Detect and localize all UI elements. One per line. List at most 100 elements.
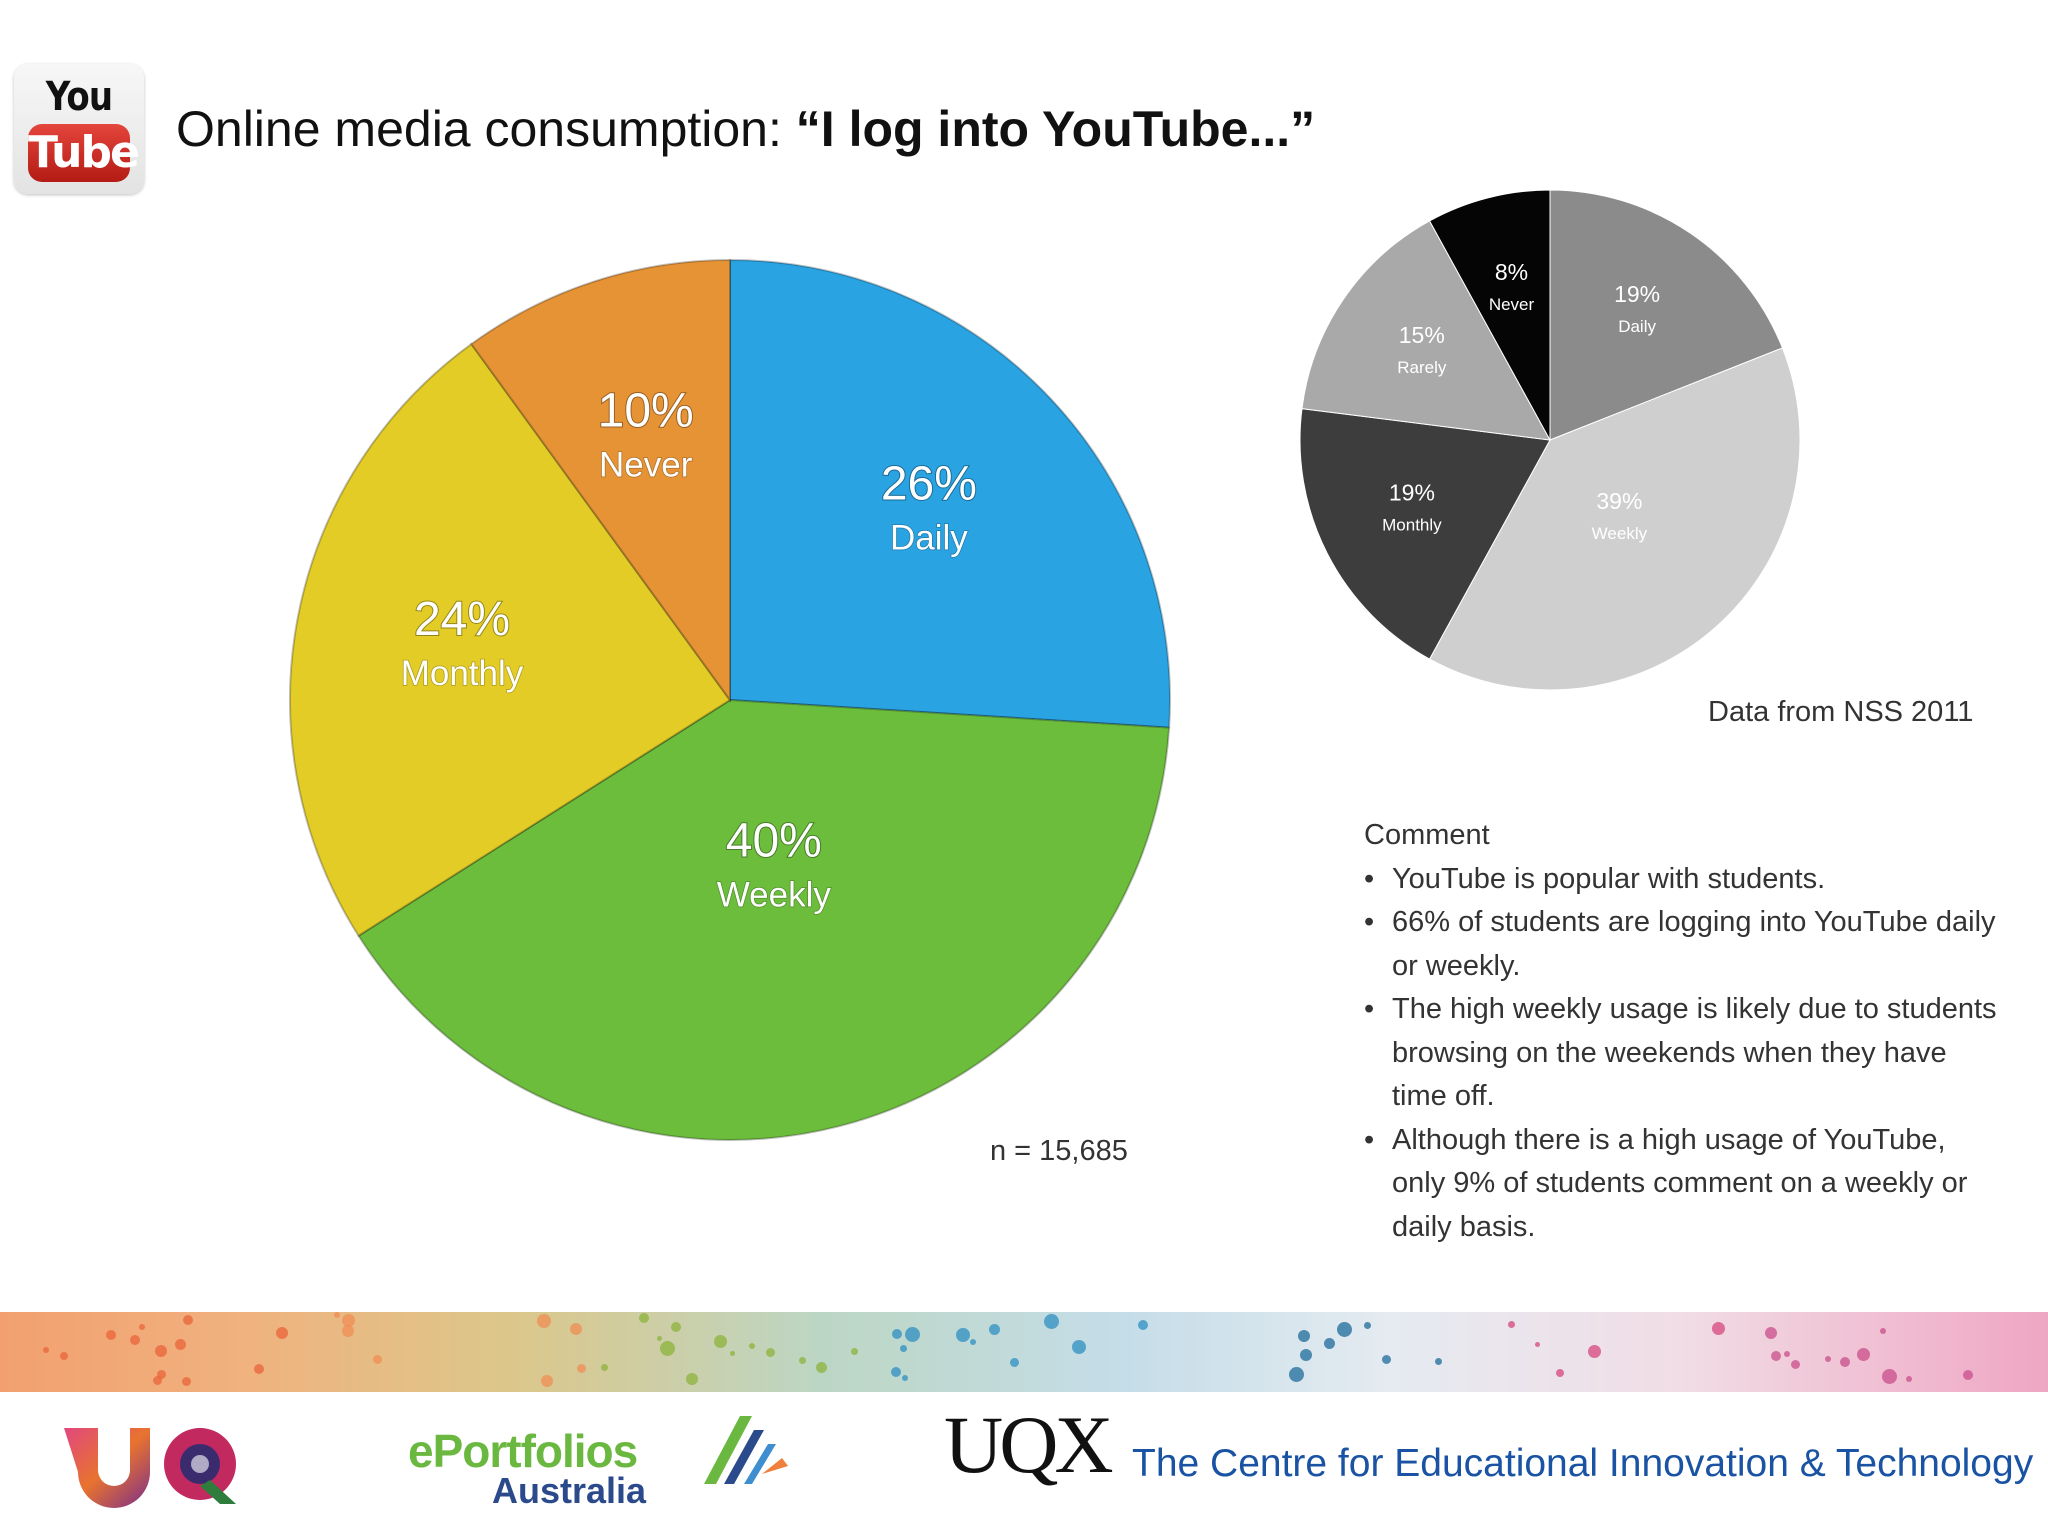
network-dot (254, 1364, 264, 1374)
network-dot (1784, 1351, 1790, 1357)
eportfolios-name: ePortfolios (408, 1425, 638, 1477)
network-dot (43, 1347, 49, 1353)
eportfolios-sub: Australia (492, 1470, 647, 1511)
network-dot (905, 1327, 920, 1342)
network-dot (1435, 1358, 1442, 1365)
network-dot (153, 1376, 162, 1385)
pie-category-label: Never (599, 446, 693, 485)
network-dot (891, 1367, 901, 1377)
pie-category-label: Daily (1618, 317, 1656, 336)
network-dot (541, 1375, 553, 1387)
youtube-logo-tube: Tube (28, 124, 140, 182)
network-dot (1324, 1338, 1335, 1349)
network-dot (970, 1339, 976, 1345)
network-dot (183, 1315, 193, 1325)
chevrons-icon (704, 1416, 788, 1484)
network-dot (730, 1351, 735, 1356)
network-dot (660, 1341, 675, 1356)
comment-bullet: YouTube is popular with students. (1364, 858, 2004, 902)
page-title: Online media consumption: “I log into Yo… (176, 100, 1315, 158)
pie-slice-never (469, 258, 731, 704)
pie-percent-label: 26% (881, 457, 977, 510)
comment-bullet: 66% of students are logging into YouTube… (1364, 901, 2004, 988)
network-dot (816, 1362, 827, 1373)
network-dot (106, 1330, 116, 1340)
network-dot (671, 1322, 681, 1332)
network-dot (157, 1370, 166, 1379)
pie-slice-daily (729, 258, 1171, 729)
network-dot (342, 1325, 354, 1337)
comment-list: YouTube is popular with students. 66% of… (1364, 858, 2004, 1250)
pie-percent-label: 19% (1389, 479, 1435, 505)
network-dot (714, 1335, 727, 1348)
network-dot (1840, 1357, 1850, 1367)
pie-percent-label: 15% (1399, 322, 1445, 348)
network-dot (1138, 1320, 1148, 1330)
network-dot (749, 1343, 755, 1349)
comment-heading: Comment (1364, 819, 1490, 851)
pie-percent-label: 10% (598, 385, 694, 438)
network-dot (1825, 1356, 1831, 1362)
network-dot (902, 1375, 908, 1381)
network-dot (130, 1335, 140, 1345)
network-dot (989, 1324, 1000, 1335)
network-dot (851, 1348, 858, 1355)
network-dot (1880, 1328, 1886, 1334)
network-dot (182, 1377, 191, 1386)
pie-category-label: Monthly (1382, 515, 1442, 534)
pie-percent-label: 24% (414, 593, 510, 646)
network-dot (657, 1336, 662, 1341)
decorative-network-band (0, 1312, 2048, 1392)
pie-category-label: Never (1489, 295, 1535, 314)
page-title-quote: “I log into YouTube...” (795, 101, 1316, 157)
sample-size-note: n = 15,685 (990, 1135, 1128, 1167)
pie-slice-weekly (357, 698, 1171, 1141)
pie-percent-label: 40% (726, 815, 822, 868)
pie-percent-label: 39% (1596, 488, 1642, 514)
network-dot (1337, 1322, 1352, 1337)
network-dot (799, 1357, 806, 1364)
pie-slice-rarely (1301, 220, 1551, 441)
youtube-logo-you: You (45, 74, 113, 120)
comment-section: Comment YouTube is popular with students… (1364, 814, 2004, 1249)
comment-bullet: The high weekly usage is likely due to s… (1364, 988, 2004, 1119)
youtube-logo: You Tube (14, 64, 144, 194)
pie-category-label: Daily (890, 518, 968, 557)
network-dot (1010, 1358, 1019, 1367)
network-dot (601, 1364, 608, 1371)
network-dot (1300, 1349, 1312, 1361)
uq-logo (64, 1428, 236, 1508)
network-dot (1588, 1345, 1601, 1358)
eportfolios-australia-logo: ePortfolios Australia (404, 1404, 794, 1514)
network-dot (537, 1314, 551, 1328)
network-dot (1364, 1322, 1371, 1329)
network-dot (175, 1339, 186, 1350)
nss-pie-chart: 19% Daily 39% Weekly 19% Monthly 15% Rarely 8% Ne… (1299, 189, 1801, 691)
network-dot (1556, 1369, 1564, 1377)
network-dot (1044, 1314, 1059, 1329)
network-dot (1535, 1342, 1540, 1347)
pie-slice-monthly (289, 342, 732, 938)
pie-percent-label: 19% (1614, 281, 1660, 307)
network-dot (1771, 1351, 1781, 1361)
network-dot (1857, 1348, 1870, 1361)
pie-category-label: Weekly (1592, 524, 1648, 543)
pie-category-label: Rarely (1397, 358, 1447, 377)
pie-category-label: Monthly (401, 654, 524, 693)
network-dot (956, 1328, 970, 1342)
network-dot (900, 1345, 907, 1352)
network-dot (139, 1324, 145, 1330)
network-dot (570, 1323, 582, 1335)
pie-slice-weekly (1428, 347, 1801, 691)
network-dot (1072, 1340, 1086, 1354)
network-dot (373, 1355, 382, 1364)
page-title-prefix: Online media consumption: (176, 101, 796, 157)
network-dot (1382, 1355, 1391, 1364)
network-dot (639, 1313, 649, 1323)
network-dot (1508, 1321, 1515, 1328)
data-source-note: Data from NSS 2011 (1708, 696, 1974, 728)
network-dot (766, 1348, 775, 1357)
network-dot (334, 1312, 340, 1318)
pie-percent-label: 8% (1495, 259, 1528, 285)
pie-slice-daily (1549, 189, 1784, 441)
